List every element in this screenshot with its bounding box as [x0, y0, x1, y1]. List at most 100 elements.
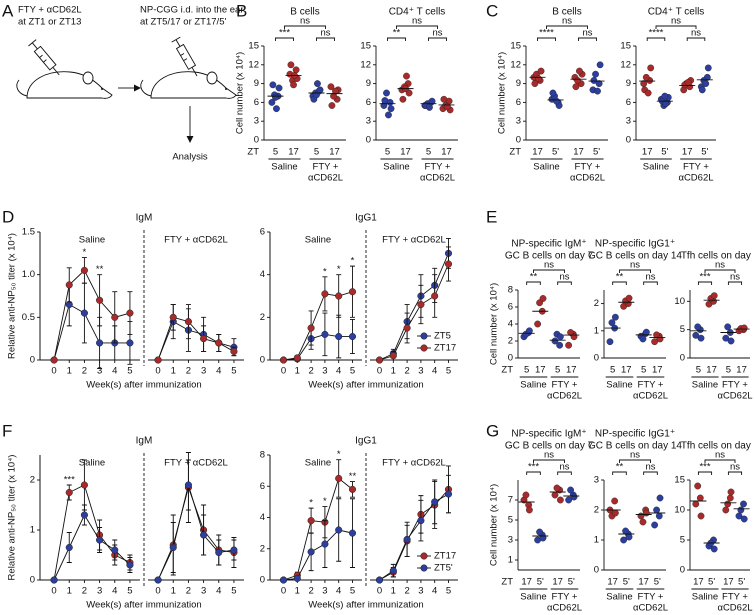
- significance-label: ns: [544, 450, 554, 461]
- chart-title: Tfh cells on day 7: [681, 251, 754, 262]
- chart-title: IgG1: [355, 213, 377, 224]
- y-tick-label: 2: [508, 336, 513, 347]
- y-tick-label: 8: [260, 450, 265, 461]
- significance-label: *: [351, 256, 355, 267]
- panel-label: A: [2, 1, 14, 20]
- bracket: [697, 471, 713, 475]
- y-tick-label: 6: [626, 97, 631, 108]
- data-point: [215, 339, 223, 347]
- x-tick-label: 4: [336, 586, 341, 597]
- half-label: FTY + αCD62L: [164, 458, 228, 469]
- data-point: [126, 561, 134, 569]
- y-tick-label: 3: [594, 475, 599, 486]
- x-tick-label: 1: [171, 586, 176, 597]
- x-tick-label: 2: [404, 586, 409, 597]
- significance-label: ns: [671, 16, 681, 27]
- group-label: αCD62L: [308, 173, 343, 184]
- bracket: [619, 269, 651, 273]
- y-tick-label: 3: [508, 535, 513, 546]
- data-point: [80, 511, 88, 519]
- bracket: [387, 37, 406, 41]
- significance-label: ns: [730, 462, 740, 473]
- significance-label: ****: [539, 28, 554, 39]
- dot: [428, 97, 436, 105]
- series-line: [283, 291, 353, 361]
- y-tick-label: 15: [510, 41, 521, 52]
- legend-label: ZT17: [434, 551, 456, 562]
- y-tick-label: 6: [254, 97, 259, 108]
- data-point: [50, 576, 58, 584]
- x-tick-label: 5: [350, 586, 355, 597]
- immunization-text: at ZT5/17 or ZT17/5': [140, 17, 226, 28]
- x-tick-label: 3: [322, 366, 327, 377]
- injection-text: FTY + αCD62L: [18, 5, 82, 16]
- x-tick-label: 17: [621, 365, 632, 376]
- x-tick-label: 0: [51, 366, 56, 377]
- dot: [611, 497, 619, 505]
- dot: [625, 533, 633, 541]
- panel-label: E: [486, 207, 497, 226]
- group-label: αCD62L: [547, 391, 582, 402]
- dot: [551, 491, 559, 499]
- dot: [327, 83, 335, 91]
- chart-title: B cells: [552, 7, 581, 18]
- x-tick-label: 4: [216, 586, 221, 597]
- legend-marker: [420, 344, 428, 352]
- dot: [656, 494, 664, 502]
- dot: [606, 338, 614, 346]
- data-point: [348, 529, 357, 537]
- x-tick-label: 4: [216, 366, 221, 377]
- x-tick-label: 0: [377, 366, 382, 377]
- dot: [596, 61, 604, 69]
- chart-title: B cells: [290, 7, 319, 18]
- dot: [567, 486, 574, 494]
- x-tick-label: 17: [638, 577, 649, 588]
- x-tick-label: 17: [535, 365, 546, 376]
- x-tick-label: 4: [432, 586, 437, 597]
- y-tick-label: 0: [30, 575, 35, 586]
- x-tick-label: 3: [418, 586, 423, 597]
- arrow-head: [134, 84, 141, 92]
- dot: [611, 509, 619, 517]
- significance-label: **: [616, 462, 624, 473]
- x-axis-label: ZT: [247, 147, 259, 158]
- x-tick-label: 5: [555, 365, 560, 376]
- dot: [661, 92, 669, 100]
- y-tick-label: 3: [516, 116, 521, 127]
- dot: [405, 89, 413, 97]
- x-tick-label: 5: [314, 147, 319, 158]
- dot: [399, 95, 407, 103]
- dot: [570, 493, 578, 501]
- y-tick-label: 12: [360, 59, 371, 70]
- y-tick-label: 1.5: [22, 227, 35, 238]
- dot: [696, 494, 704, 502]
- x-tick-label: 17: [607, 577, 618, 588]
- group-label: FTY +: [722, 380, 748, 391]
- x-tick-label: 3: [201, 366, 206, 377]
- panel-label: C: [486, 1, 498, 20]
- x-tick-label: 5: [127, 366, 132, 377]
- y-tick-label: 4: [260, 269, 265, 280]
- x-tick-label: 5: [385, 147, 390, 158]
- y-tick-label: 10: [674, 296, 685, 307]
- dot: [440, 95, 448, 103]
- x-tick-label: 5': [661, 147, 668, 158]
- bracket: [316, 37, 335, 41]
- y-tick-label: 6: [508, 302, 513, 313]
- dot: [275, 84, 283, 92]
- significance-label: *: [337, 449, 341, 460]
- panel-label: B: [236, 1, 247, 20]
- x-tick-label: 17: [288, 147, 299, 158]
- bracket: [546, 25, 588, 29]
- dot: [724, 323, 732, 331]
- y-tick-label: 0: [680, 353, 685, 364]
- dot: [553, 484, 561, 492]
- group-label: FTY +: [638, 380, 664, 391]
- data-point: [417, 517, 425, 525]
- chart-title: GC B cells on day 14: [588, 441, 682, 452]
- data-point: [80, 481, 88, 489]
- series-line: [283, 333, 353, 361]
- y-tick-label: 0: [508, 353, 513, 364]
- data-point: [230, 546, 238, 554]
- y-tick-label: 5: [508, 515, 513, 526]
